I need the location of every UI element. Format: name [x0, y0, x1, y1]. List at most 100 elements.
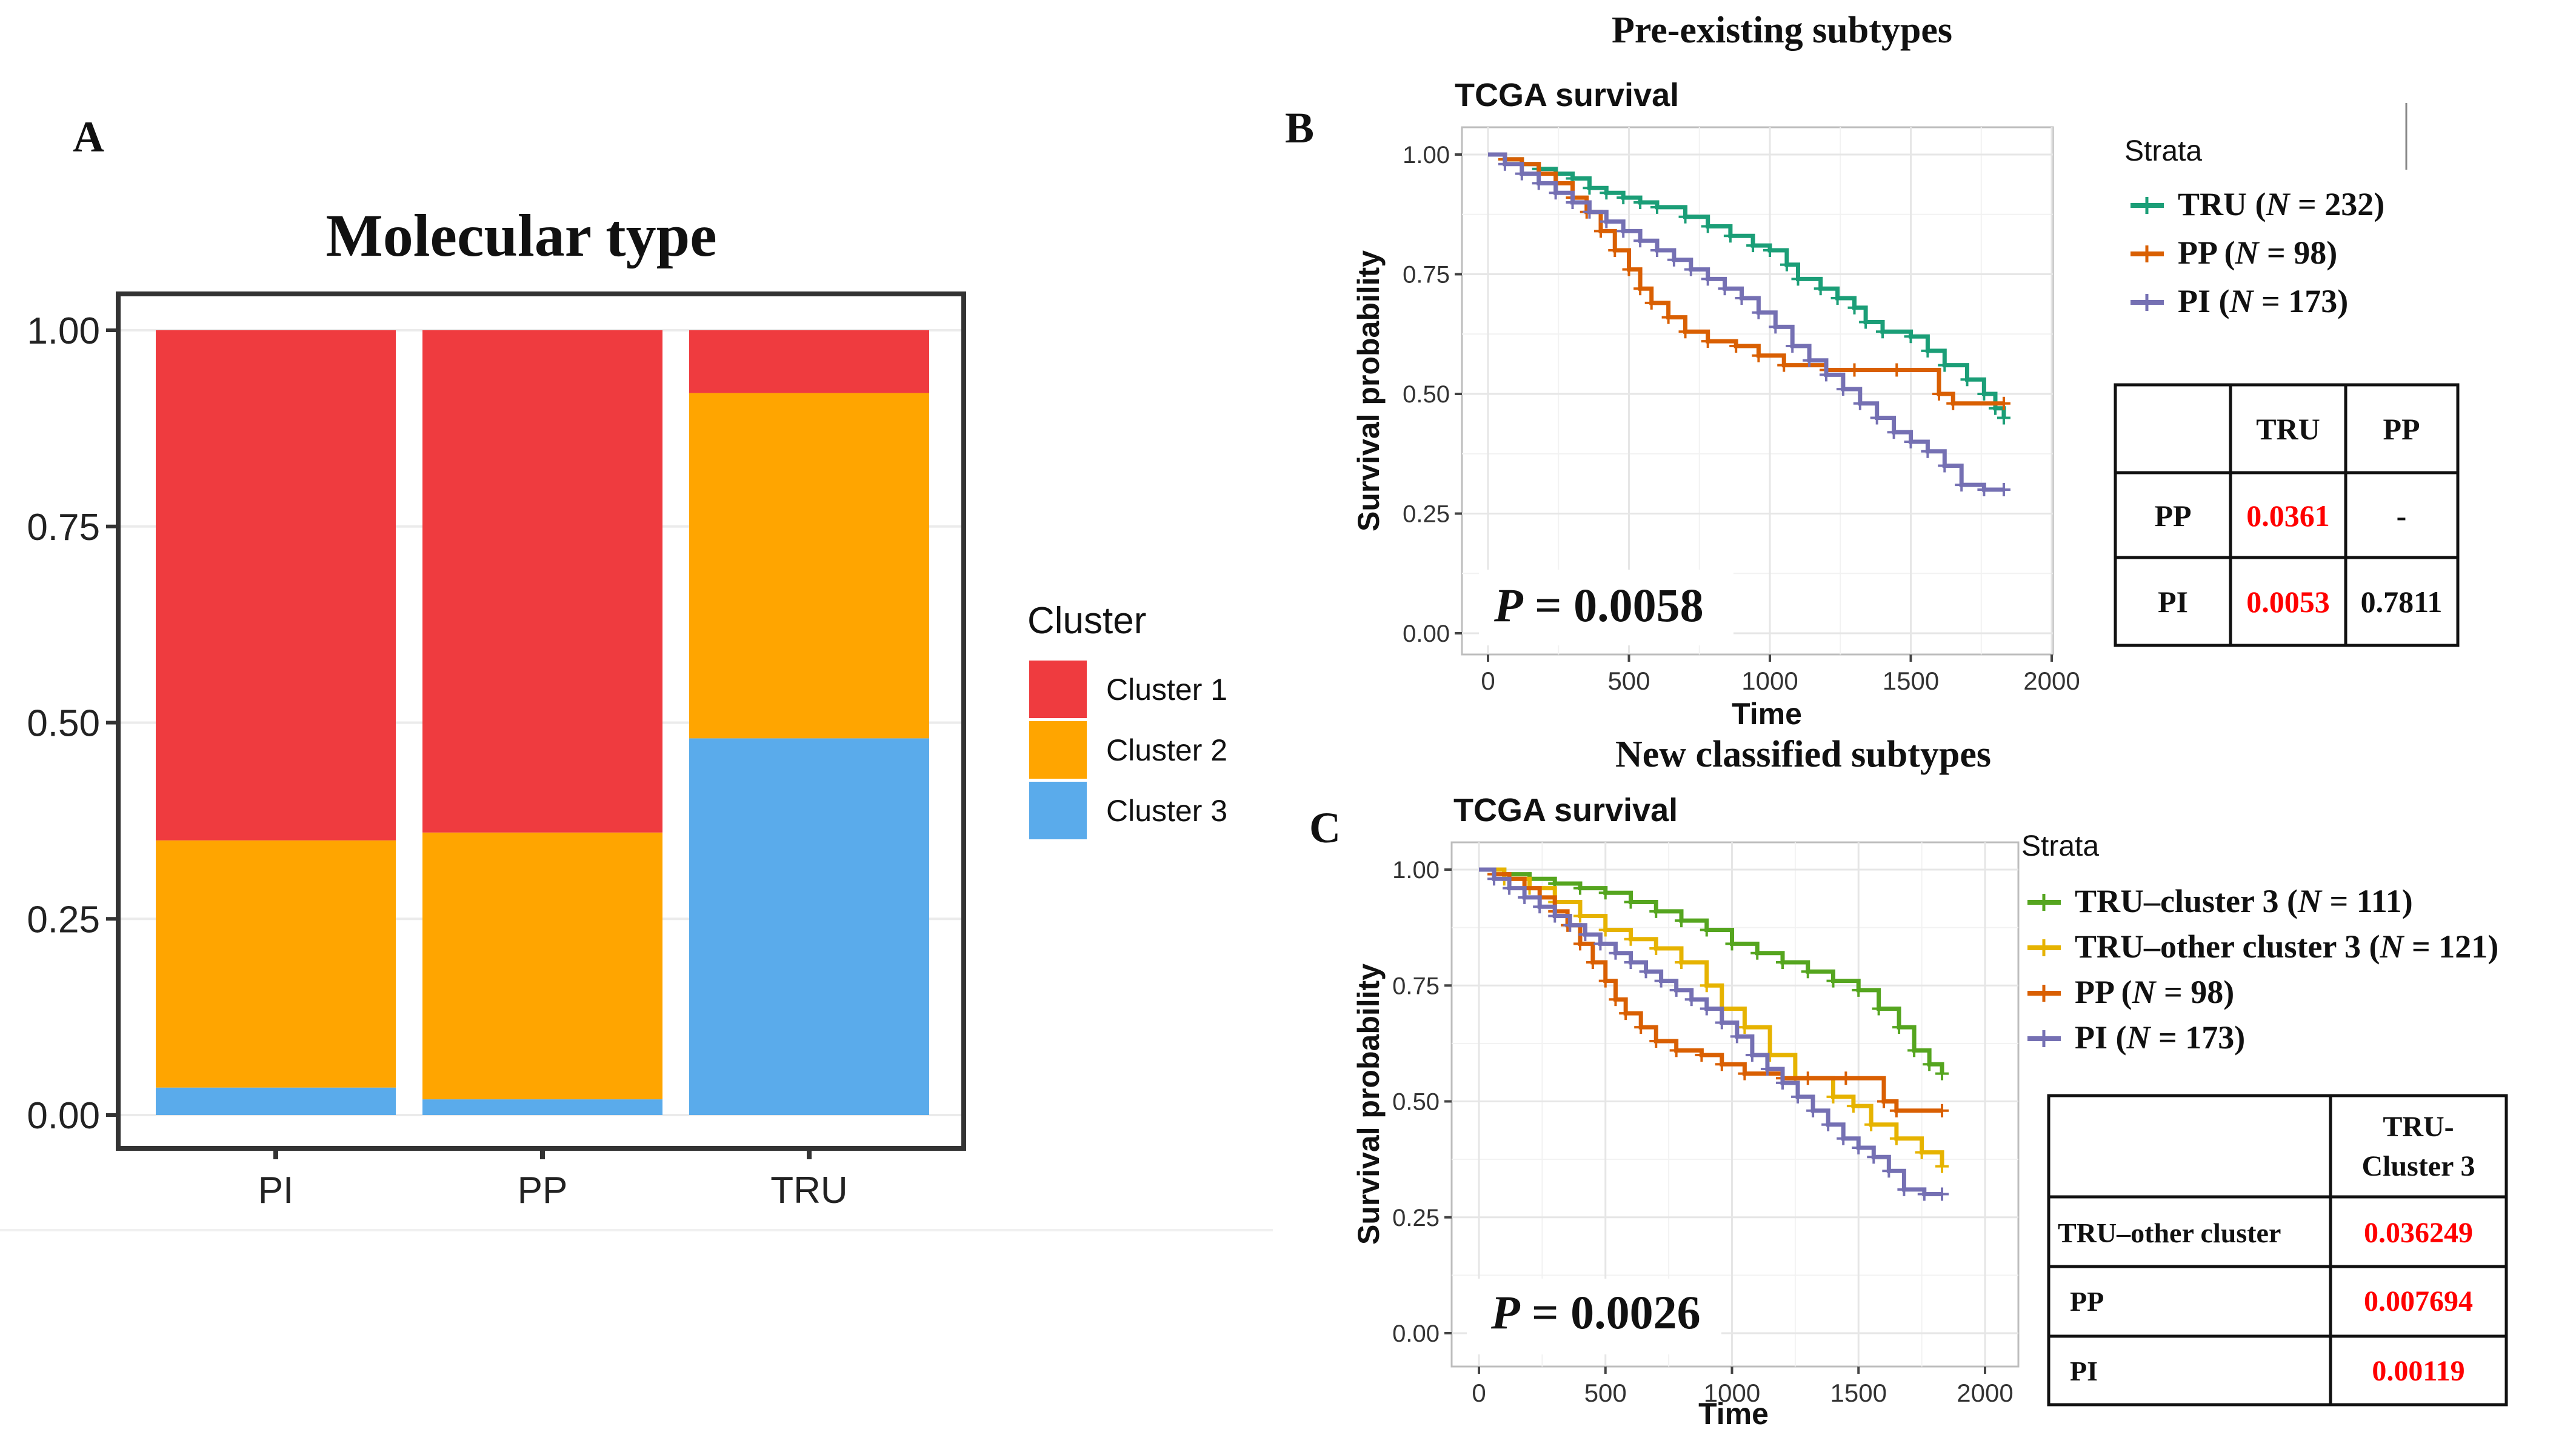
y-tick-label: 1.00 — [1403, 142, 1450, 168]
y-tick-label: 1.00 — [1392, 857, 1440, 884]
panel-c-strata-legend: Strata TRU–cluster 3 (N = 111) TRU–other … — [2021, 830, 2498, 1056]
x-tick-label: 2000 — [2023, 667, 2080, 695]
x-tick-label: TRU — [770, 1170, 847, 1211]
panel-c-x-label: Time — [1698, 1397, 1769, 1431]
panel-c-title: TCGA survival — [1453, 792, 1678, 828]
x-tick-label: 1000 — [1741, 667, 1798, 695]
bar-pp-cluster-3 — [422, 1099, 662, 1115]
y-tick-label: 0.75 — [1392, 973, 1440, 999]
table-b-header-pp: PP — [2383, 412, 2420, 446]
strata-label: PI (N = 173) — [2075, 1019, 2245, 1056]
strata-label: PP (N = 98) — [2075, 974, 2234, 1010]
panel-c-pvalue: P = 0.0026 — [1490, 1286, 1701, 1339]
panel-b-grid — [1462, 127, 2053, 654]
bar-tru-cluster-2 — [689, 393, 929, 739]
y-tick-label: 0.00 — [27, 1095, 100, 1137]
panel-c-pvalue-table: TRU- Cluster 3 TRU–other cluster 0.03624… — [2047, 1094, 2508, 1407]
panel-c-curves — [1479, 867, 1949, 1201]
table-c-cell-tru-other: 0.036249 — [2364, 1217, 2473, 1249]
strata-label: TRU–other cluster 3 (N = 121) — [2075, 928, 2498, 965]
panel-b-y-label: Survival probability — [1352, 250, 1386, 531]
panel-b-title: TCGA survival — [1455, 77, 1679, 113]
table-b-cell-pp-pp: - — [2397, 499, 2407, 533]
panel-a-y-axis: 0.00 0.25 0.50 0.75 1.00 — [27, 310, 118, 1137]
x-tick-label: 500 — [1584, 1379, 1627, 1407]
table-c-cell-pp: 0.007694 — [2364, 1285, 2473, 1317]
y-tick-label: 0.00 — [1403, 621, 1450, 647]
panel-b-x-label: Time — [1732, 697, 1802, 731]
censor-marks-pi — [1498, 157, 2010, 496]
panel-c-survival-plot: New classified subtypes C TCGA survival … — [1309, 734, 2508, 1431]
legend-label-cluster-2: Cluster 2 — [1106, 733, 1227, 767]
bar-pi-cluster-2 — [156, 840, 396, 1088]
panel-c-axes: 0 500 1000 1500 2000 0.00 0.25 0.50 0.75 1.00 — [1392, 857, 2014, 1407]
bar-pi-cluster-3 — [156, 1087, 396, 1115]
bar-pi-cluster-1 — [156, 330, 396, 841]
x-tick-label: 0 — [1481, 667, 1495, 695]
panel-a-legend-title: Cluster — [1027, 600, 1146, 642]
table-c-header-line1: TRU- — [2383, 1111, 2454, 1143]
y-tick-label: 0.25 — [27, 899, 100, 941]
strata-label: TRU (N = 232) — [2178, 186, 2384, 222]
table-b-row-label-pi: PI — [2158, 585, 2188, 619]
panel-b-pvalue: P = 0.0058 — [1493, 579, 1704, 631]
y-tick-label: 0.00 — [1392, 1320, 1440, 1347]
strata-label: PI (N = 173) — [2178, 283, 2348, 319]
panel-a-x-axis: PI PP TRU — [258, 1148, 848, 1211]
table-c-row-label-pi: PI — [2070, 1356, 2098, 1387]
panel-a-bars — [156, 330, 929, 1115]
bar-pp-cluster-1 — [422, 330, 662, 833]
y-tick-label: 1.00 — [27, 310, 100, 352]
panel-c-header: New classified subtypes — [1615, 734, 1991, 775]
table-c-header-line2: Cluster 3 — [2361, 1150, 2475, 1182]
legend-swatch-cluster-2 — [1029, 721, 1087, 779]
table-c-outline — [2047, 1094, 2508, 1407]
panel-c-strata-title: Strata — [2021, 830, 2099, 862]
panel-b-strata-legend: Strata TRU (N = 232) PP (N = 98) PI (N = 1… — [2124, 103, 2407, 319]
panel-b-letter: B — [1285, 104, 1314, 152]
table-c-row-label-tru-other: TRU–other cluster — [2058, 1217, 2281, 1248]
panel-c-pvalue-box — [1467, 1279, 1721, 1354]
x-tick-label: 1500 — [1883, 667, 1939, 695]
y-tick-label: 0.50 — [27, 703, 100, 745]
panel-b-pvalue-box — [1479, 570, 1733, 645]
x-tick-label: 1500 — [1830, 1379, 1887, 1407]
x-tick-label: 2000 — [1957, 1379, 2013, 1407]
panel-b-header: Pre-existing subtypes — [1612, 10, 1952, 51]
table-b-cell-pi-pp: 0.7811 — [2361, 585, 2443, 619]
panel-b-plot-area — [1461, 126, 2054, 656]
table-b-outline — [2114, 383, 2460, 647]
strata-label: TRU–cluster 3 (N = 111) — [2075, 883, 2413, 919]
strata-label: PP (N = 98) — [2178, 235, 2337, 271]
legend-label-cluster-1: Cluster 1 — [1106, 673, 1227, 707]
x-tick-label: 0 — [1472, 1379, 1486, 1407]
bar-tru-cluster-3 — [689, 738, 929, 1115]
table-c-row-label-pp: PP — [2070, 1286, 2104, 1317]
y-tick-label: 0.25 — [1403, 501, 1450, 528]
legend-label-cluster-3: Cluster 3 — [1106, 794, 1227, 828]
bar-pp-cluster-2 — [422, 832, 662, 1100]
panel-a-legend: Cluster Cluster 1 Cluster 2 Cluster 3 — [1027, 600, 1227, 839]
legend-swatch-cluster-1 — [1029, 661, 1087, 718]
panel-c-y-label: Survival probability — [1352, 964, 1386, 1245]
panel-b-survival-plot: Pre-existing subtypes B TCGA survival 0 5… — [1285, 10, 2460, 731]
y-tick-label: 0.50 — [1392, 1089, 1440, 1116]
legend-swatch-cluster-3 — [1029, 782, 1087, 839]
x-tick-label: 1000 — [1704, 1379, 1760, 1407]
table-b-row-label-pp: PP — [2154, 499, 2191, 533]
y-tick-label: 0.75 — [1403, 262, 1450, 288]
panel-b-pvalue-table: TRU PP PP 0.0361 - PI 0.0053 0.7811 — [2114, 383, 2460, 647]
censor-marks-pi — [1487, 872, 1949, 1201]
censor-marks-tru-cluster-3 — [1497, 867, 1949, 1080]
x-tick-label: PP — [518, 1170, 568, 1211]
y-tick-label: 0.75 — [27, 507, 100, 548]
table-c-cell-pi: 0.00119 — [2372, 1355, 2464, 1387]
bar-tru-cluster-1 — [689, 330, 929, 393]
panel-b-axes: 0 500 1000 1500 2000 0.00 0.25 0.50 0.75 1.00 — [1403, 142, 2080, 695]
x-tick-label: PI — [258, 1170, 294, 1211]
panel-c-letter: C — [1309, 804, 1341, 852]
x-tick-label: 500 — [1607, 667, 1650, 695]
table-b-cell-pi-tru: 0.0053 — [2246, 585, 2330, 619]
panel-a-title: Molecular type — [325, 202, 716, 269]
